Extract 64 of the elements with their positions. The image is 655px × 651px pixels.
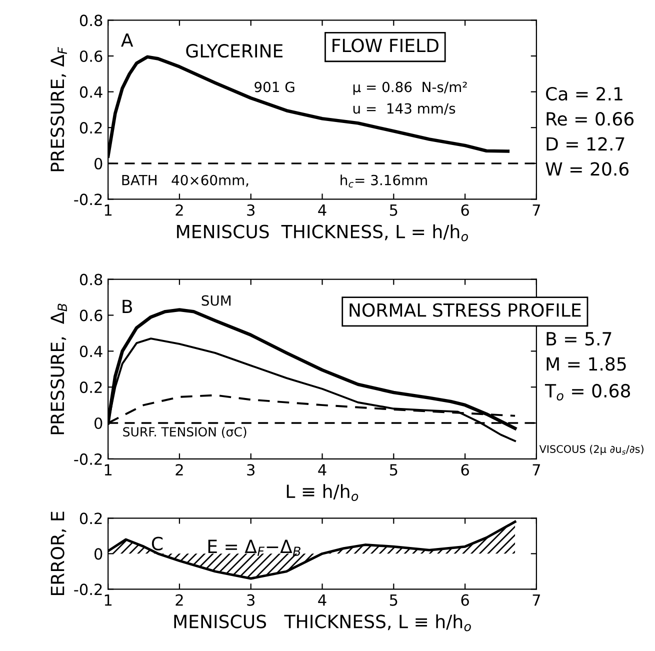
annotation: GLYCERINE — [186, 44, 283, 58]
y-axis-title: PRESSURE, Δ$_{F}$ — [50, 46, 67, 172]
y-axis-title: ERROR, E — [50, 512, 66, 595]
x-tick-label: 3 — [247, 464, 254, 476]
annotation: 901 G — [254, 82, 294, 92]
series-label: SURF. TENSION (σC) — [123, 426, 246, 438]
x-tick-label: 5 — [390, 204, 398, 216]
annotation: NORMAL STRESS PROFILE — [350, 303, 581, 317]
x-tick-label: 7 — [532, 464, 540, 476]
annotation: u = 143 mm/s — [353, 103, 456, 115]
x-tick-label: 5 — [390, 464, 398, 476]
x-tick-label: 1 — [104, 464, 112, 476]
x-tick-label: 1 — [104, 594, 112, 606]
annotation: BATH 40×60mm, — [122, 174, 248, 187]
x-axis-title: L ≡ h/h$_{o}$ — [286, 484, 358, 502]
x-tick-label: 1 — [104, 204, 112, 216]
y-tick-label: 0 — [94, 417, 102, 430]
y-tick-label: 0.8 — [80, 14, 102, 26]
y-axis-title: PRESSURE, Δ$_{B}$ — [50, 304, 67, 434]
y-tick-label: 0.2 — [80, 122, 102, 134]
x-tick-label: 4 — [318, 594, 326, 606]
x-tick-label: 2 — [176, 594, 183, 606]
y-tick-label: 0.8 — [80, 274, 102, 286]
x-tick-label: 7 — [532, 204, 540, 216]
x-tick-label: 6 — [461, 204, 469, 216]
y-tick-label: 0.2 — [80, 382, 102, 394]
annotation: A — [121, 33, 134, 47]
x-tick-label: 7 — [532, 594, 540, 606]
y-tick-label: 0 — [94, 158, 102, 170]
text: T$_{o}$ = 0.68 — [544, 384, 630, 400]
annotation: B — [122, 300, 132, 314]
annotation: μ = 0.86 N-s/m² — [353, 82, 467, 95]
x-axis-title: MENISCUS THICKNESS, L ≡ h/h$_{o}$ — [174, 614, 471, 632]
annotation: h$_{c}$= 3.16mm — [340, 174, 427, 188]
x-tick-label: 2 — [176, 204, 183, 216]
text: Ca = 2.1 — [546, 86, 622, 101]
series-label: SUM — [202, 295, 230, 306]
x-tick-label: 6 — [461, 464, 469, 476]
text: M = 1.85 — [546, 357, 626, 371]
text: VISCOUS (2μ ∂u$_{s}$/∂s) — [539, 444, 644, 455]
x-tick-label: 2 — [176, 464, 183, 476]
y-tick-label: 0.4 — [80, 86, 102, 98]
y-tick-label: 0 — [94, 548, 102, 560]
text: D = 12.7 — [546, 137, 624, 150]
y-tick-label: -0.2 — [74, 453, 102, 465]
x-tick-label: 3 — [247, 594, 254, 606]
y-tick-label: 0.2 — [80, 512, 102, 524]
text: W = 20.6 — [546, 162, 629, 176]
y-tick-label: -0.2 — [74, 194, 102, 206]
x-tick-label: 5 — [390, 594, 398, 606]
y-tick-label: 0.4 — [80, 346, 102, 358]
x-tick-label: 4 — [318, 204, 326, 216]
annotation: E = Δ$_{F}$−Δ$_{B}$ — [208, 540, 300, 556]
y-tick-label: 0.6 — [80, 50, 102, 62]
x-tick-label: 3 — [247, 204, 254, 216]
x-tick-label: 6 — [461, 594, 469, 606]
x-axis-title: MENISCUS THICKNESS, L = h/h$_{o}$ — [177, 224, 468, 242]
annotation: FLOW FIELD — [332, 38, 438, 52]
x-tick-label: 4 — [318, 464, 326, 476]
annotation: C — [152, 536, 163, 550]
y-tick-label: -0.2 — [74, 584, 102, 596]
text: Re = 0.66 — [546, 112, 634, 126]
text: B = 5.7 — [546, 332, 612, 346]
y-tick-label: 0.6 — [80, 310, 102, 322]
